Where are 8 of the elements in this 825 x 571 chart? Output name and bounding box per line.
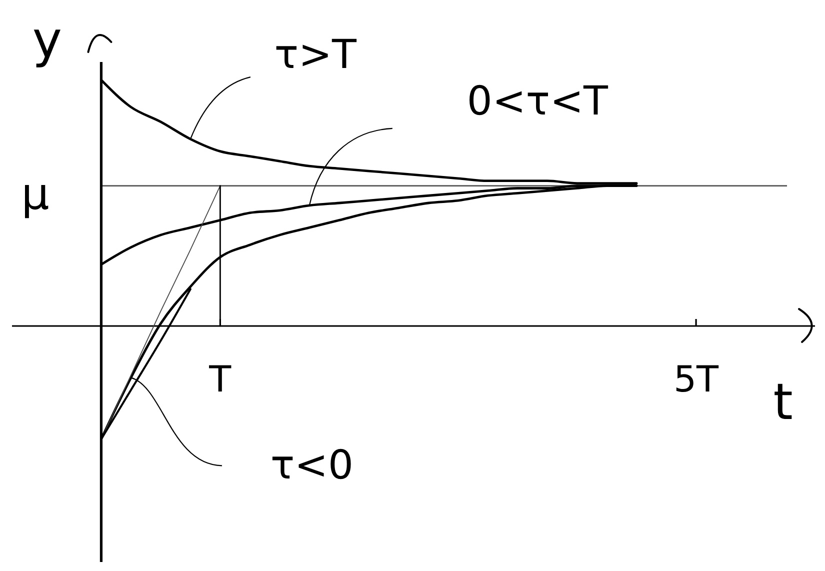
x-tick-label: T [208, 360, 232, 401]
x-tick-label: 5T [674, 360, 720, 401]
text: τ<0 [270, 442, 354, 489]
ref-line-label: μ [21, 168, 50, 220]
x-axis-title: t [773, 373, 793, 431]
series-label: 0<τ<T [466, 78, 608, 124]
text: τ>T [274, 32, 358, 78]
y-axis-title: y [32, 11, 62, 69]
